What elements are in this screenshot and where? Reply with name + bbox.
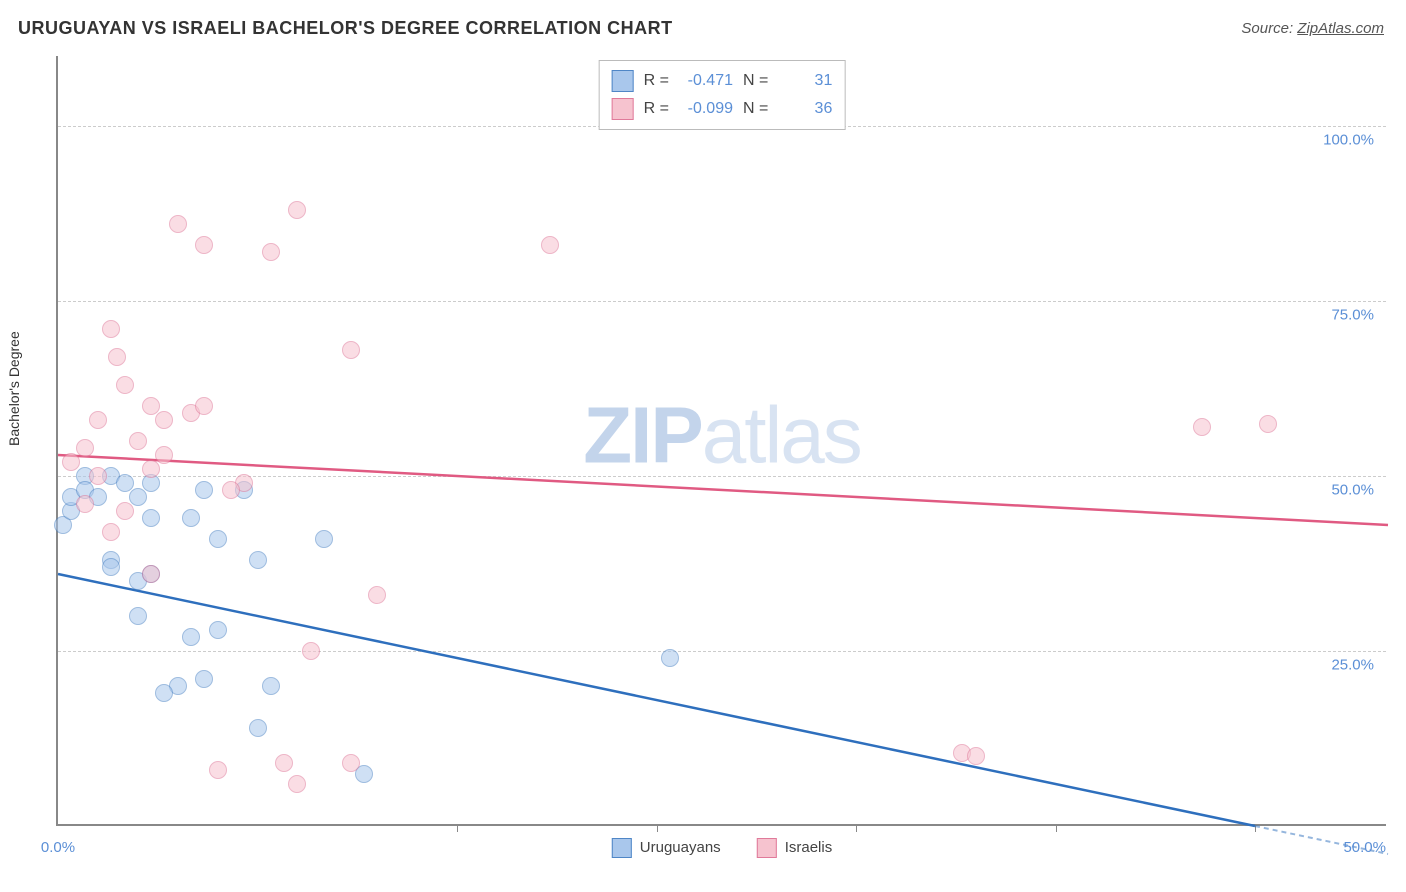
scatter-point	[116, 376, 134, 394]
stats-swatch-1	[612, 70, 634, 92]
scatter-point	[102, 320, 120, 338]
scatter-point	[302, 642, 320, 660]
scatter-point	[315, 530, 333, 548]
legend-label-2: Israelis	[785, 839, 833, 856]
watermark-bold: ZIP	[583, 390, 701, 479]
scatter-point	[661, 649, 679, 667]
scatter-point	[182, 628, 200, 646]
scatter-point	[275, 754, 293, 772]
stats-r-value-2: -0.099	[679, 95, 733, 123]
stats-row-1: R = -0.471 N = 31	[612, 67, 833, 95]
scatter-point	[222, 481, 240, 499]
correlation-chart: URUGUAYAN VS ISRAELI BACHELOR'S DEGREE C…	[0, 0, 1406, 892]
scatter-point	[209, 761, 227, 779]
source-attribution: Source: ZipAtlas.com	[1241, 20, 1384, 37]
stats-r-label: R =	[644, 67, 669, 95]
scatter-point	[195, 481, 213, 499]
y-tick-label: 50.0%	[1331, 482, 1374, 499]
scatter-point	[1193, 418, 1211, 436]
scatter-point	[249, 551, 267, 569]
scatter-point	[129, 488, 147, 506]
scatter-point	[195, 236, 213, 254]
scatter-point	[129, 432, 147, 450]
chart-title: URUGUAYAN VS ISRAELI BACHELOR'S DEGREE C…	[18, 18, 673, 39]
y-axis-label: Bachelor's Degree	[6, 331, 22, 446]
y-tick-label: 100.0%	[1323, 132, 1374, 149]
scatter-point	[169, 215, 187, 233]
trend-lines	[58, 56, 1386, 824]
x-tick-mark	[657, 824, 658, 832]
watermark-rest: atlas	[702, 390, 861, 479]
scatter-point	[342, 341, 360, 359]
watermark: ZIPatlas	[583, 389, 860, 481]
x-tick-mark	[1255, 824, 1256, 832]
stats-n-label: N =	[743, 67, 768, 95]
x-tick-mark	[1056, 824, 1057, 832]
scatter-point	[288, 201, 306, 219]
scatter-point	[195, 397, 213, 415]
legend: Uruguayans Israelis	[612, 838, 832, 858]
stats-n-value-2: 36	[778, 95, 832, 123]
scatter-point	[108, 348, 126, 366]
scatter-point	[89, 467, 107, 485]
scatter-point	[142, 460, 160, 478]
stats-r-label: R =	[644, 95, 669, 123]
scatter-point	[262, 677, 280, 695]
x-tick-mark	[856, 824, 857, 832]
stats-row-2: R = -0.099 N = 36	[612, 95, 833, 123]
gridline	[58, 301, 1386, 302]
legend-swatch-2	[757, 838, 777, 858]
scatter-point	[142, 509, 160, 527]
x-axis-max-label: 50.0%	[1343, 839, 1386, 856]
x-axis-min-label: 0.0%	[41, 839, 75, 856]
scatter-point	[541, 236, 559, 254]
scatter-point	[209, 621, 227, 639]
scatter-point	[129, 607, 147, 625]
scatter-point	[368, 586, 386, 604]
source-prefix: Source:	[1241, 20, 1297, 37]
scatter-point	[182, 509, 200, 527]
y-tick-label: 25.0%	[1331, 657, 1374, 674]
scatter-point	[76, 439, 94, 457]
scatter-point	[89, 411, 107, 429]
scatter-point	[342, 754, 360, 772]
scatter-point	[262, 243, 280, 261]
scatter-point	[1259, 415, 1277, 433]
stats-r-value-1: -0.471	[679, 67, 733, 95]
legend-item-2: Israelis	[757, 838, 833, 858]
scatter-point	[209, 530, 227, 548]
legend-item-1: Uruguayans	[612, 838, 721, 858]
stats-box: R = -0.471 N = 31 R = -0.099 N = 36	[599, 60, 846, 130]
scatter-point	[967, 747, 985, 765]
scatter-point	[102, 558, 120, 576]
stats-n-label: N =	[743, 95, 768, 123]
scatter-point	[142, 565, 160, 583]
scatter-point	[155, 684, 173, 702]
scatter-point	[288, 775, 306, 793]
scatter-point	[116, 502, 134, 520]
source-link[interactable]: ZipAtlas.com	[1297, 20, 1384, 37]
legend-label-1: Uruguayans	[640, 839, 721, 856]
gridline	[58, 651, 1386, 652]
y-tick-label: 75.0%	[1331, 307, 1374, 324]
stats-n-value-1: 31	[778, 67, 832, 95]
scatter-point	[62, 453, 80, 471]
scatter-point	[249, 719, 267, 737]
scatter-point	[102, 523, 120, 541]
x-tick-mark	[457, 824, 458, 832]
stats-swatch-2	[612, 98, 634, 120]
gridline	[58, 476, 1386, 477]
scatter-point	[155, 446, 173, 464]
scatter-point	[76, 495, 94, 513]
scatter-point	[195, 670, 213, 688]
legend-swatch-1	[612, 838, 632, 858]
plot-area: ZIPatlas 25.0% 50.0% 75.0% 100.0% R = -0.47…	[56, 56, 1386, 826]
scatter-point	[155, 411, 173, 429]
